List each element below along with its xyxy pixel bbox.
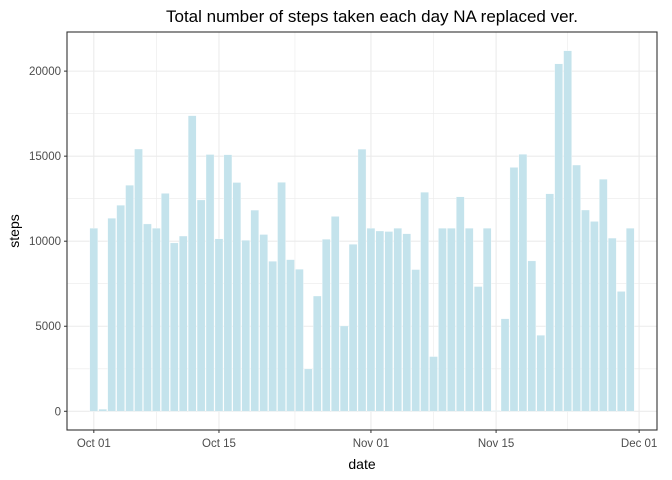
y-tick-label: 5000 <box>35 321 61 333</box>
y-tick-label: 20000 <box>29 66 61 78</box>
bars <box>89 50 635 412</box>
bar <box>536 335 545 412</box>
x-tick-label: Oct 15 <box>202 438 236 450</box>
bar <box>304 368 313 412</box>
bar <box>491 410 501 412</box>
y-axis-label: steps <box>6 214 22 247</box>
bar <box>313 295 322 412</box>
bar <box>223 154 233 412</box>
bar <box>438 228 447 412</box>
x-tick-label: Nov 01 <box>353 438 389 450</box>
bar <box>626 228 635 412</box>
bar <box>196 199 206 412</box>
bar <box>545 193 554 412</box>
x-tick-label: Oct 01 <box>77 438 111 450</box>
bar <box>161 193 170 412</box>
bar <box>581 209 590 412</box>
bar <box>98 408 107 412</box>
bar <box>384 231 393 412</box>
bar <box>518 154 528 412</box>
bar <box>143 223 152 412</box>
bar <box>393 228 402 412</box>
bar <box>331 216 340 412</box>
bar <box>89 228 98 412</box>
bar <box>429 356 438 412</box>
bar <box>277 182 286 412</box>
bar <box>295 269 304 412</box>
bar <box>456 196 465 412</box>
bar <box>482 228 492 412</box>
bar <box>241 240 250 412</box>
bar <box>527 260 537 412</box>
bar <box>187 115 197 412</box>
bar <box>465 228 474 412</box>
bar <box>268 261 277 412</box>
bar <box>286 259 295 412</box>
bar <box>125 185 134 412</box>
bar <box>250 209 259 412</box>
bar <box>179 235 188 412</box>
panel-border <box>66 31 658 431</box>
y-axis-ticks: 0 5000 10000 15000 20000 <box>29 66 67 418</box>
bar <box>232 182 242 412</box>
x-tick-label: Dec 01 <box>621 438 657 450</box>
bar <box>554 63 563 412</box>
bar <box>339 325 349 412</box>
bar <box>107 218 116 412</box>
bar <box>420 192 429 412</box>
bar <box>357 148 367 412</box>
bar <box>572 164 581 412</box>
bar <box>617 291 626 412</box>
bar <box>322 239 331 412</box>
bar <box>474 286 483 412</box>
bar <box>447 228 456 412</box>
y-tick-label: 15000 <box>29 151 61 163</box>
y-tick-label: 0 <box>55 406 61 418</box>
bar <box>205 154 215 412</box>
chart-title: Total number of steps taken each day NA … <box>166 7 578 26</box>
bar <box>348 244 358 412</box>
bar <box>563 50 572 412</box>
x-axis-label: date <box>348 456 375 472</box>
x-tick-label: Nov 15 <box>478 438 514 450</box>
bar <box>170 242 179 412</box>
bar <box>509 167 519 412</box>
bar <box>599 179 608 412</box>
bar <box>214 238 224 412</box>
bar <box>411 269 420 412</box>
bar <box>116 205 125 412</box>
y-tick-label: 10000 <box>29 236 61 248</box>
bar <box>259 234 268 412</box>
bar <box>590 221 599 412</box>
bar <box>366 228 376 412</box>
bar <box>608 237 617 412</box>
bar <box>375 230 385 412</box>
bar <box>500 318 510 412</box>
bar <box>402 233 411 412</box>
bar <box>152 228 161 412</box>
x-axis-ticks: Oct 01 Oct 15 Nov 01 Nov 15 Dec 01 <box>77 430 657 450</box>
bar <box>134 148 143 412</box>
